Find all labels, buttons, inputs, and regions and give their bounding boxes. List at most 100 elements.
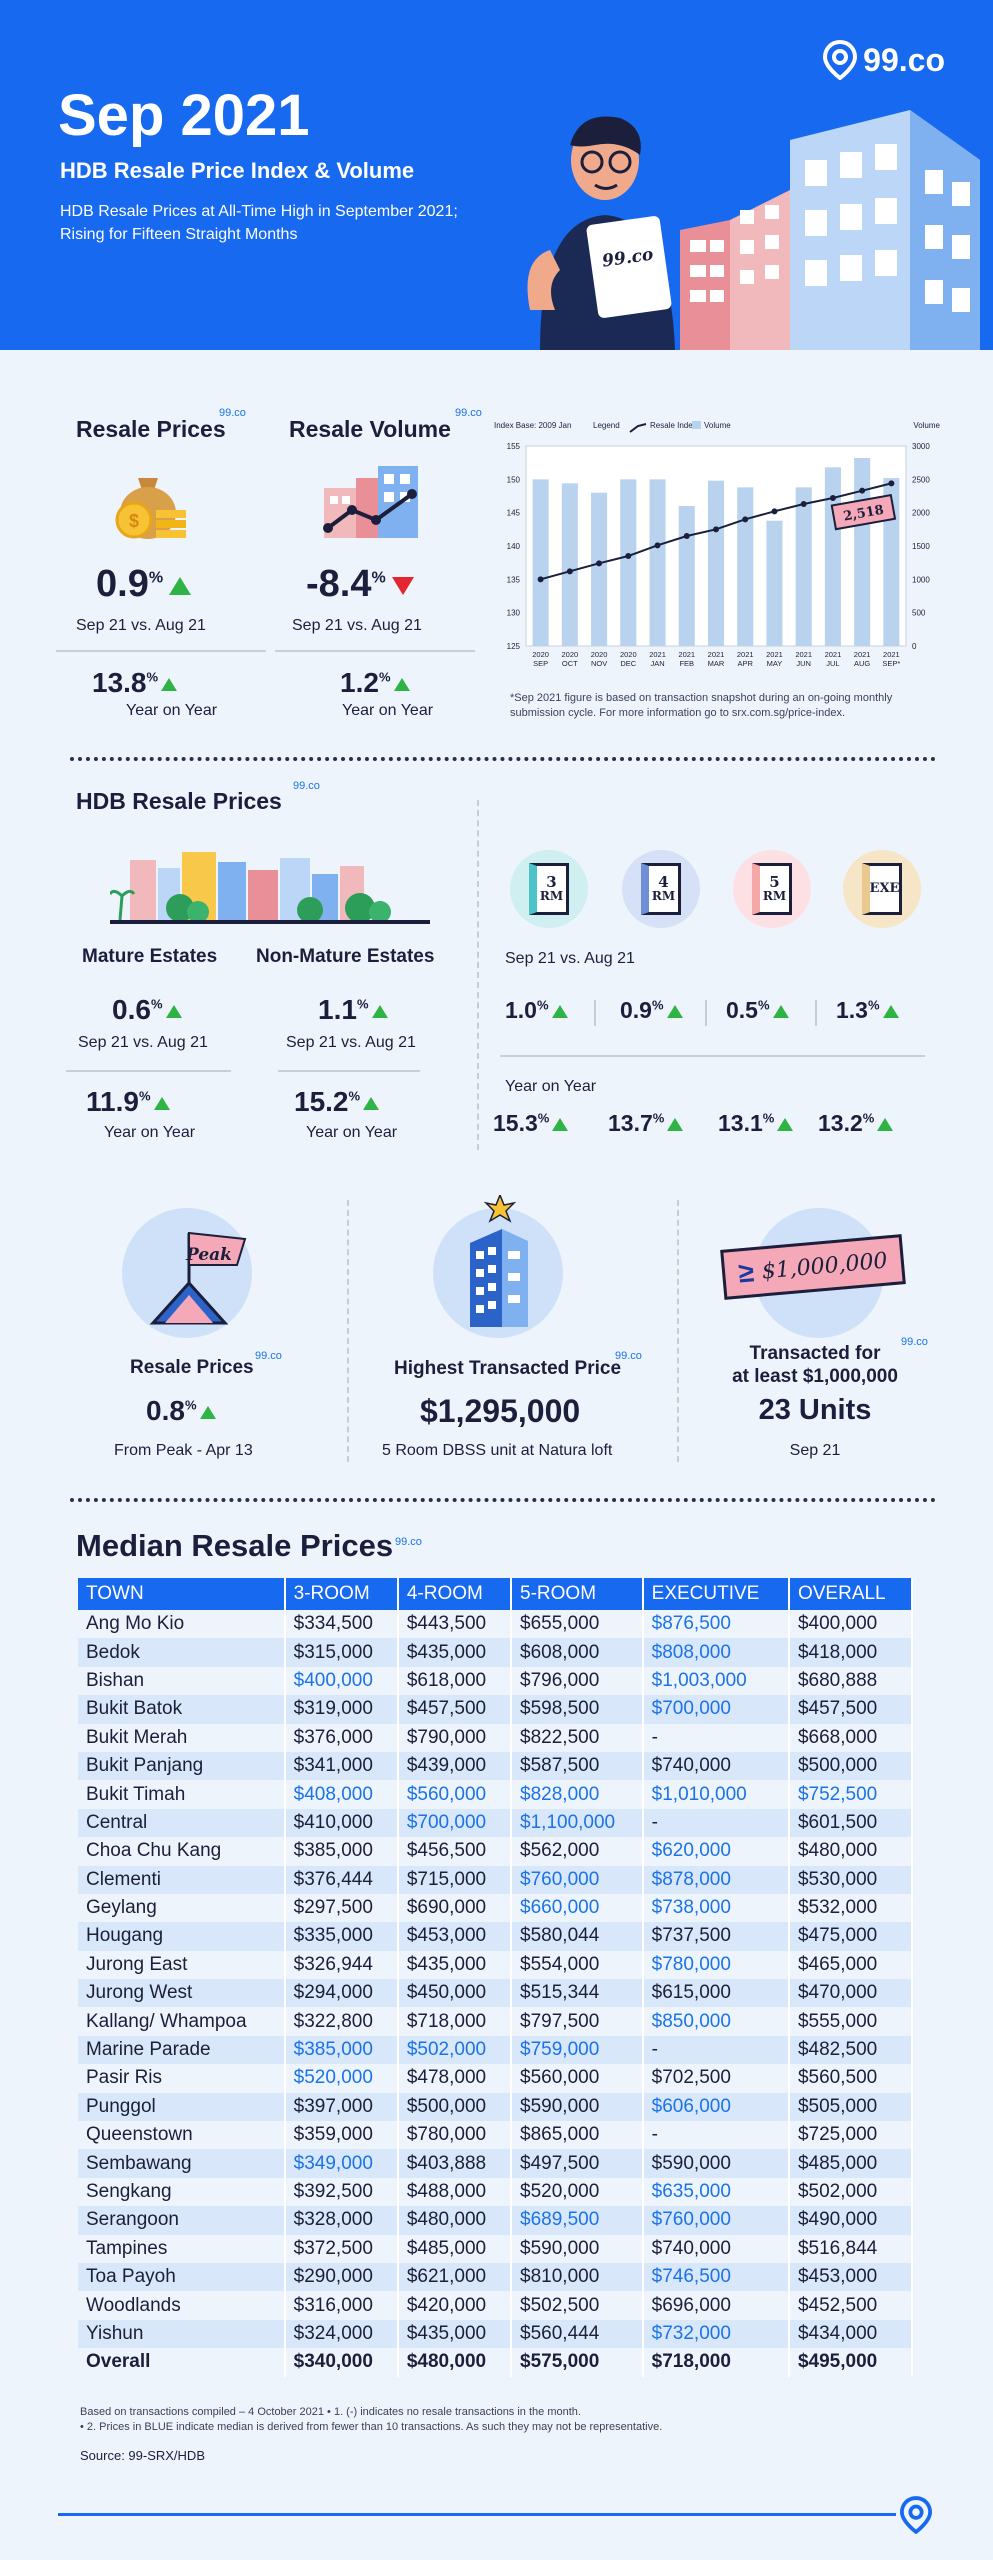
volume-bar bbox=[649, 479, 666, 646]
x-tick-month: OCT bbox=[562, 659, 578, 668]
greater-equal-icon: ≥ bbox=[737, 1256, 756, 1289]
price-cell: $480,000 bbox=[397, 2206, 513, 2235]
right-tick-label: 500 bbox=[912, 609, 926, 618]
price-cell: $760,000 bbox=[642, 2206, 790, 2235]
price-cell: $746,500 bbox=[642, 2262, 790, 2292]
price-cell: $700,000 bbox=[642, 1695, 790, 1724]
column-header[interactable]: 4-ROOM bbox=[397, 1578, 513, 1610]
x-tick-month: NOV bbox=[591, 659, 607, 668]
town-cell: Bukit Timah bbox=[78, 1780, 286, 1809]
table-row: Bukit Panjang $341,000 $439,000 $587,500 $74… bbox=[78, 1751, 914, 1781]
table-row: Sembawang $349,000 $403,888 $497,500 $590,00… bbox=[78, 2149, 914, 2178]
town-cell: Jurong East bbox=[78, 1950, 286, 1980]
town-cell: Choa Chu Kang bbox=[78, 1837, 286, 1866]
note-1: Based on transactions compiled – 4 Octob… bbox=[80, 2406, 581, 2418]
room-icon-rm: RM bbox=[539, 889, 564, 903]
legend-volume: Volume bbox=[704, 421, 731, 430]
up-arrow-icon bbox=[199, 1406, 216, 1420]
resale-index-point bbox=[537, 576, 544, 583]
volume-bar bbox=[824, 467, 841, 646]
brand-logo[interactable]: 99.co bbox=[823, 40, 945, 80]
price-cell: - bbox=[642, 2035, 790, 2065]
up-arrow-icon bbox=[877, 1118, 894, 1132]
left-tick-label: 125 bbox=[507, 642, 521, 651]
resale-index-point bbox=[596, 560, 603, 567]
volume-buildings-icon bbox=[323, 466, 418, 538]
left-tick-label: 140 bbox=[507, 542, 521, 551]
price-cell: $385,000 bbox=[284, 1837, 399, 1866]
price-cell: $740,000 bbox=[642, 2234, 790, 2263]
price-cell: $850,000 bbox=[642, 2007, 790, 2036]
column-header[interactable]: EXECUTIVE bbox=[642, 1578, 790, 1610]
x-tick-year: 2021 bbox=[825, 650, 842, 659]
divider bbox=[275, 650, 475, 652]
room-change-4rm: 0.9% bbox=[620, 997, 683, 1024]
price-cell: $560,000 bbox=[397, 1780, 513, 1809]
resale-index-point bbox=[566, 568, 573, 575]
page-title: Sep 2021 bbox=[58, 83, 310, 148]
price-cell: $488,000 bbox=[397, 2177, 513, 2207]
x-tick-year: 2021 bbox=[737, 650, 754, 659]
town-cell: Bukit Merah bbox=[78, 1723, 286, 1752]
column-header[interactable]: OVERALL bbox=[788, 1578, 914, 1610]
price-cell: $759,000 bbox=[511, 2035, 644, 2065]
resale-volume-logo: 99.co bbox=[455, 407, 482, 419]
vertical-divider bbox=[677, 1200, 679, 1462]
right-axis-label: Volume bbox=[913, 421, 940, 430]
table-row: Clementi $376,444 $715,000 $760,000 $878,000… bbox=[78, 1865, 914, 1894]
room-change-3rm: 1.0% bbox=[505, 997, 568, 1024]
chart-legend-title: Legend bbox=[593, 421, 620, 430]
price-cell: $326,944 bbox=[284, 1950, 399, 1980]
resale-volume-yoy-label: Year on Year bbox=[342, 702, 434, 719]
price-cell: $520,000 bbox=[284, 2064, 399, 2093]
price-cell: $680,888 bbox=[788, 1666, 914, 1696]
money-bag-icon: $ bbox=[115, 478, 186, 539]
section-divider bbox=[70, 757, 936, 761]
room-yoy-3rm: 15.3% bbox=[493, 1110, 569, 1137]
vertical-divider bbox=[347, 1200, 349, 1462]
source-text: Source: 99-SRX/HDB bbox=[80, 2448, 205, 2463]
price-cell: $319,000 bbox=[284, 1695, 399, 1724]
price-cell: $456,500 bbox=[397, 1837, 513, 1866]
room-period: Sep 21 vs. Aug 21 bbox=[505, 950, 635, 967]
resale-prices-logo: 99.co bbox=[219, 407, 246, 419]
peak-title: Resale Prices bbox=[130, 1357, 254, 1378]
table-row: Sengkang $392,500 $488,000 $520,000 $635,000… bbox=[78, 2177, 914, 2207]
up-arrow-icon bbox=[393, 678, 410, 692]
x-tick-year: 2020 bbox=[620, 650, 637, 659]
price-cell: $780,000 bbox=[397, 2121, 513, 2150]
price-cell: $341,000 bbox=[284, 1751, 399, 1781]
price-cell: $453,000 bbox=[397, 1922, 513, 1951]
door-icon: 3 RM bbox=[529, 863, 569, 915]
volume-bar bbox=[620, 479, 637, 646]
price-cell: $500,000 bbox=[788, 1751, 914, 1781]
mature-estates-label: Mature Estates bbox=[82, 946, 218, 967]
overall-label: Overall bbox=[78, 2348, 286, 2377]
volume-bar bbox=[766, 520, 783, 646]
column-header[interactable]: 3-ROOM bbox=[284, 1578, 399, 1610]
resale-prices-yoy: 13.8% bbox=[92, 667, 178, 699]
column-header[interactable]: 5-ROOM bbox=[511, 1578, 644, 1610]
tower-icon bbox=[470, 1195, 528, 1327]
x-tick-month: JUN bbox=[796, 659, 811, 668]
column-header[interactable]: TOWN bbox=[78, 1578, 286, 1610]
price-cell: $618,000 bbox=[397, 1666, 513, 1696]
table-row: Jurong East $326,944 $435,000 $554,000 $780,… bbox=[78, 1950, 914, 1980]
price-cell: $439,000 bbox=[397, 1751, 513, 1781]
divider bbox=[500, 1055, 925, 1057]
price-cell: $408,000 bbox=[284, 1780, 399, 1809]
price-cell: $725,000 bbox=[788, 2121, 914, 2150]
resale-prices-change: 0.9% bbox=[96, 563, 192, 606]
price-cell: $732,000 bbox=[642, 2319, 790, 2349]
price-cell: $453,000 bbox=[788, 2262, 914, 2292]
room-icon-rm: RM bbox=[762, 889, 787, 903]
price-cell: $878,000 bbox=[642, 1865, 790, 1894]
price-cell: $328,000 bbox=[284, 2206, 399, 2235]
up-arrow-icon bbox=[772, 1005, 789, 1019]
price-cell: $587,500 bbox=[511, 1751, 644, 1781]
price-cell: $443,500 bbox=[397, 1610, 513, 1639]
resale-index-point bbox=[683, 533, 690, 539]
room-change-exe: 1.3% bbox=[836, 997, 899, 1024]
price-cell: $376,000 bbox=[284, 1723, 399, 1752]
price-cell: $452,500 bbox=[788, 2291, 914, 2320]
